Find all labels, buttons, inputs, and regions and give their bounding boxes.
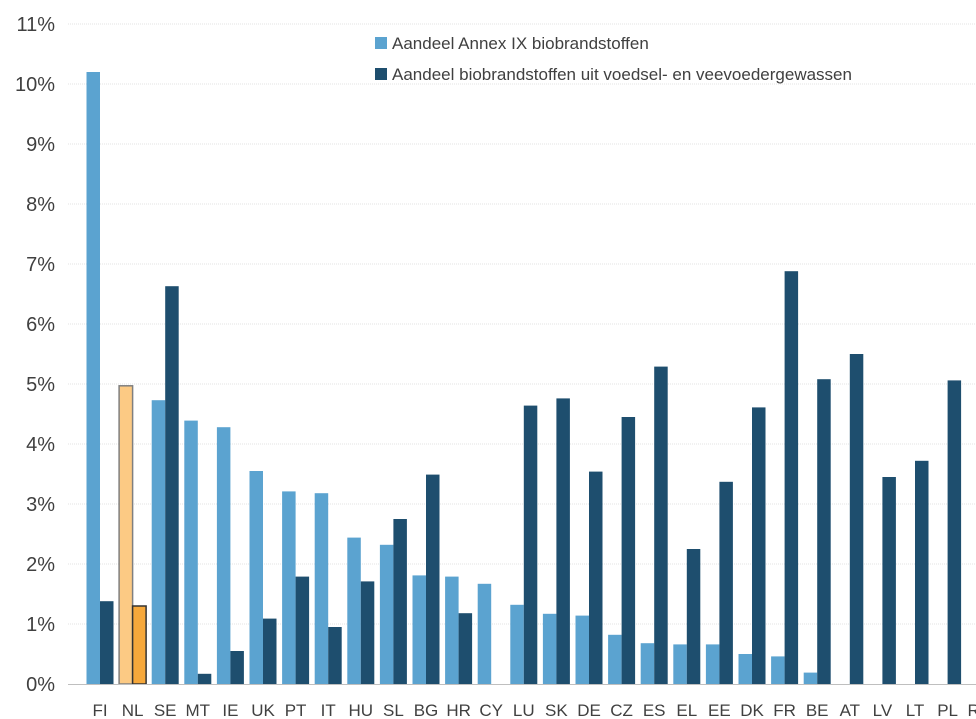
legend-label-annex-ix: Aandeel Annex IX biobrandstoffen	[392, 34, 649, 53]
bar-food-feed-crops-ie	[230, 651, 244, 684]
x-tick-label: SL	[383, 701, 404, 719]
x-tick-label: SK	[545, 701, 568, 719]
y-axis-ticks: 0% 1% 2% 3% 4% 5% 6% 7% 8% 9% 10% 11%	[15, 14, 55, 696]
bar-food-feed-crops-cz	[621, 417, 636, 684]
bar-food-feed-crops-bg	[426, 474, 440, 684]
x-tick-label: DE	[577, 701, 601, 719]
bar-food-feed-crops-nl	[131, 605, 147, 685]
bar-annex-ix-se	[151, 400, 166, 684]
bar-food-feed-crops-be	[817, 379, 831, 684]
bar-annex-ix-cy	[477, 583, 492, 684]
x-tick-label: AT	[840, 701, 860, 719]
x-tick-label: LT	[906, 701, 925, 719]
y-tick-label: 3%	[26, 494, 55, 516]
x-tick-label: FR	[773, 701, 796, 719]
bar-food-feed-crops-pt	[295, 576, 310, 684]
bar-annex-ix-mt	[184, 420, 198, 684]
x-tick-label: HU	[349, 701, 374, 719]
bar-food-feed-crops-it	[328, 627, 342, 684]
bar-food-feed-crops-lu	[523, 405, 538, 684]
bar-food-feed-crops-sk	[556, 398, 570, 684]
bar-annex-ix-dk	[738, 654, 752, 684]
x-tick-label: SE	[154, 701, 177, 719]
bar-food-feed-crops-se	[165, 286, 179, 684]
legend-swatch-food-feed-crops	[375, 68, 387, 80]
x-tick-label: FI	[92, 701, 107, 719]
x-tick-label: DK	[740, 701, 764, 719]
bar-annex-ix-ie	[216, 427, 231, 684]
bar-annex-ix-sk	[542, 613, 557, 684]
bar-annex-ix-cz	[608, 634, 622, 684]
x-tick-label: NL	[122, 701, 144, 719]
x-tick-label: CY	[479, 701, 503, 719]
x-tick-label: CZ	[610, 701, 633, 719]
bar-annex-ix-nl	[118, 385, 134, 685]
gridlines	[68, 23, 976, 625]
x-axis-ticks: FI NL SE MT IE UK PT IT HU SL BG HR CY LU SK DE CZ ES EL EE…	[92, 701, 976, 719]
bar-annex-ix-es	[640, 643, 655, 684]
x-tick-label: RO	[967, 701, 976, 719]
y-tick-label: 7%	[26, 254, 55, 276]
bar-annex-ix-fr	[771, 656, 785, 684]
bar-food-feed-crops-mt	[197, 673, 212, 684]
bar-annex-ix-it	[314, 493, 329, 684]
y-tick-label: 6%	[26, 314, 55, 336]
bar-food-feed-crops-lv	[882, 477, 896, 684]
bar-annex-ix-fi	[86, 72, 100, 684]
bar-food-feed-crops-de	[589, 471, 603, 684]
bar-food-feed-crops-at	[849, 354, 864, 684]
x-tick-label: HR	[446, 701, 471, 719]
x-tick-label: PT	[285, 701, 307, 719]
bar-annex-ix-be	[803, 672, 818, 684]
x-tick-label: LU	[513, 701, 535, 719]
y-tick-label: 10%	[15, 74, 55, 96]
legend-label-food-feed-crops: Aandeel biobrandstoffen uit voedsel- en …	[392, 65, 852, 84]
bar-food-feed-crops-fi	[100, 601, 114, 684]
x-tick-label: BE	[806, 701, 829, 719]
x-tick-label: BG	[414, 701, 439, 719]
x-tick-label: UK	[251, 701, 275, 719]
bar-food-feed-crops-hr	[458, 613, 473, 684]
y-tick-label: 8%	[26, 194, 55, 216]
bar-annex-ix-hr	[445, 576, 459, 684]
bar-food-feed-crops-el	[686, 549, 701, 684]
x-tick-label: IE	[222, 701, 238, 719]
bar-annex-ix-pt	[282, 491, 296, 684]
bar-food-feed-crops-es	[654, 366, 668, 684]
y-tick-label: 9%	[26, 134, 55, 156]
y-tick-label: 5%	[26, 374, 55, 396]
x-tick-label: EE	[708, 701, 731, 719]
bars	[86, 72, 962, 685]
bar-annex-ix-el	[673, 644, 687, 684]
bar-annex-ix-uk	[249, 471, 263, 684]
y-tick-label: 1%	[26, 614, 55, 636]
bar-food-feed-crops-sl	[393, 519, 407, 684]
legend: Aandeel Annex IX biobrandstoffen Aandeel…	[375, 34, 852, 84]
bar-food-feed-crops-hu	[360, 581, 375, 684]
x-tick-label: LV	[873, 701, 893, 719]
bar-food-feed-crops-uk	[263, 618, 277, 684]
x-tick-label: EL	[676, 701, 697, 719]
bar-annex-ix-ee	[705, 644, 720, 684]
x-tick-label: PL	[937, 701, 958, 719]
bar-annex-ix-bg	[412, 575, 426, 684]
y-tick-label: 0%	[26, 674, 55, 696]
x-tick-label: ES	[643, 701, 666, 719]
bar-food-feed-crops-lt	[915, 460, 929, 684]
bar-food-feed-crops-fr	[784, 271, 799, 684]
bar-food-feed-crops-pl	[947, 380, 962, 684]
y-tick-label: 2%	[26, 554, 55, 576]
y-tick-label: 11%	[16, 14, 55, 36]
legend-swatch-annex-ix	[375, 37, 387, 49]
bar-food-feed-crops-dk	[752, 407, 766, 684]
bar-annex-ix-lu	[510, 604, 524, 684]
y-tick-label: 4%	[26, 434, 55, 456]
bar-annex-ix-hu	[347, 537, 361, 684]
bar-annex-ix-de	[575, 615, 589, 684]
bar-annex-ix-sl	[379, 544, 394, 684]
bar-food-feed-crops-ee	[719, 481, 733, 684]
x-tick-label: MT	[186, 701, 211, 719]
x-tick-label: IT	[321, 701, 336, 719]
